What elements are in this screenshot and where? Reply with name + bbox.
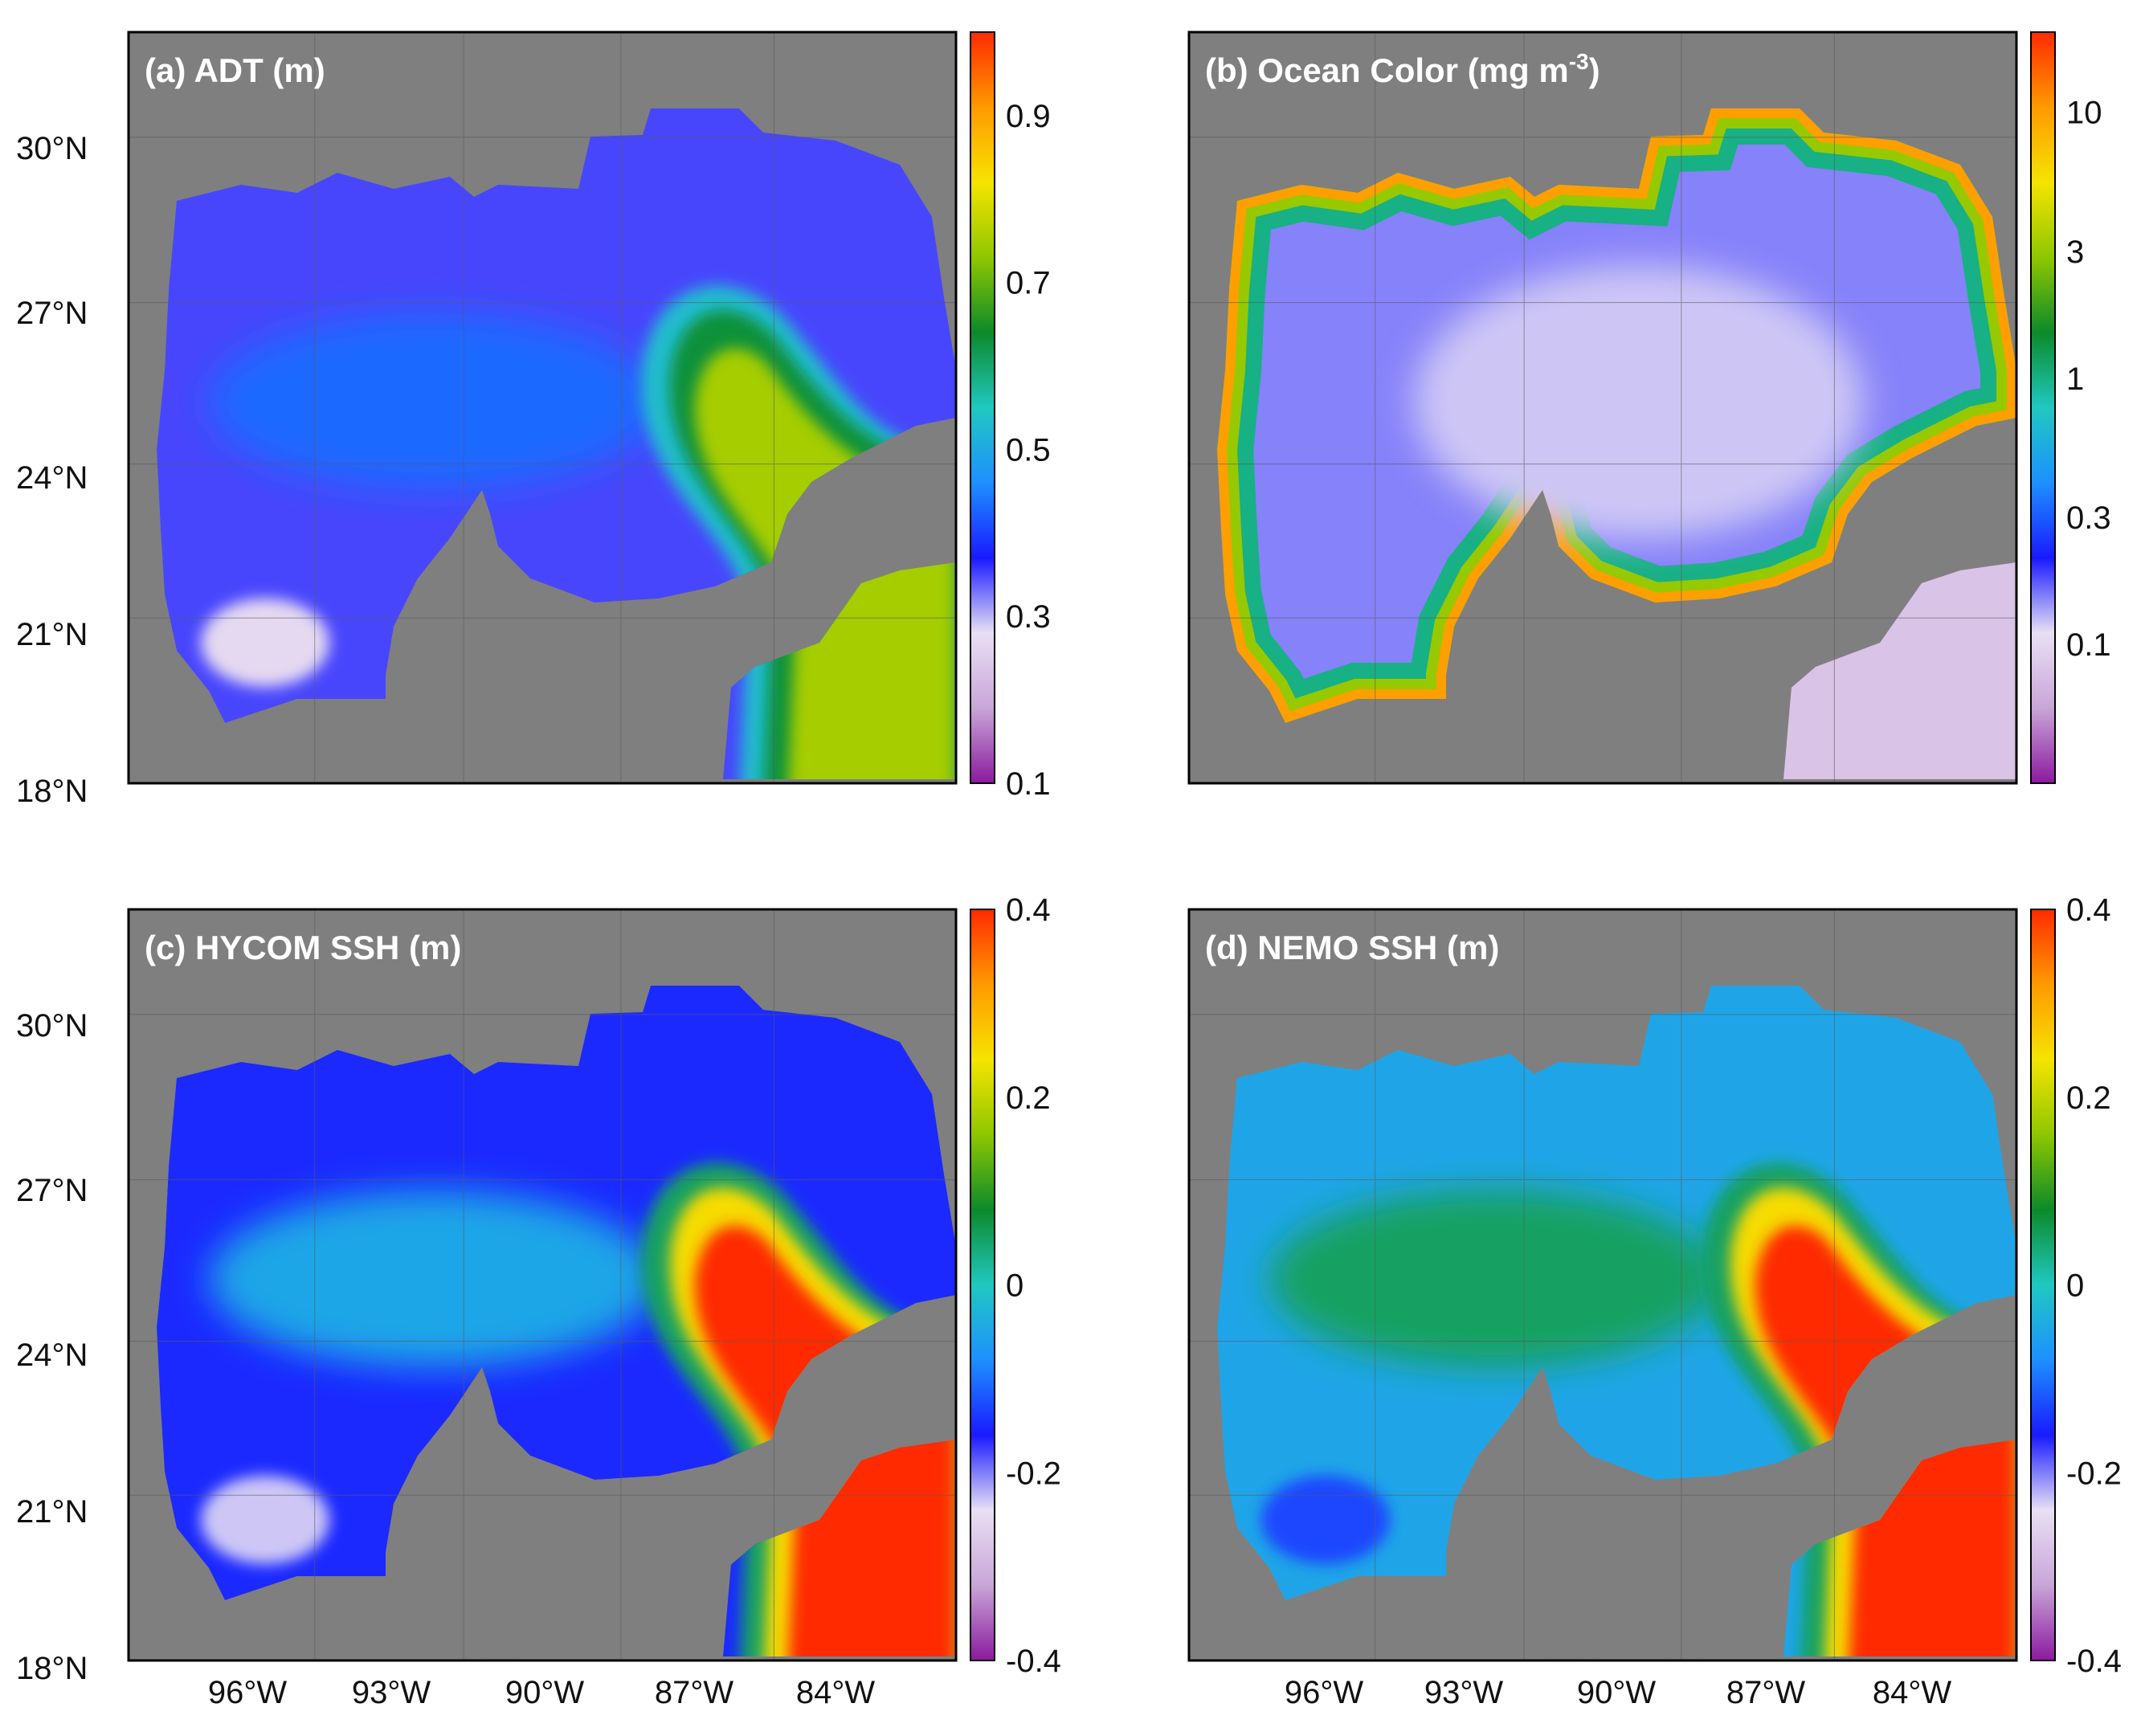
west-coast-land — [129, 217, 386, 783]
colorbar-bar — [2030, 31, 2056, 784]
colorbar-c: 0.4 0.2 0 -0.2 -0.4 — [970, 893, 1061, 1679]
cuba-land — [763, 538, 956, 619]
colorbar-tick-label: 0.2 — [2066, 1080, 2111, 1116]
panel-frame — [127, 908, 958, 1662]
western-eddy — [1269, 1191, 1719, 1367]
lon-label-96: 96°W — [208, 1675, 287, 1710]
north-coast-land — [129, 32, 956, 241]
lat-labels-top: 30°N 27°N 24°N 21°N 18°N — [16, 131, 88, 809]
lon-labels-right: 96°W 93°W 90°W 87°W 84°W — [1285, 1675, 1951, 1710]
panels: (a) ADT (m) (b) Ocean Color (mg m-3) (c) H… — [127, 31, 2018, 1662]
colorbar-tick-label: -0.2 — [1006, 1456, 1061, 1491]
colorbar-tick-label: 0.1 — [1006, 766, 1051, 802]
colorbar-bar — [970, 31, 995, 784]
west-coast-land — [129, 1094, 386, 1660]
panel-title: (d) NEMO SSH (m) — [1205, 929, 1499, 966]
colorbar-tick-label: -0.2 — [2066, 1456, 2122, 1491]
colorbar-bar — [2030, 909, 2056, 1661]
southwest-low — [201, 1476, 329, 1564]
cuba-land — [1824, 538, 2016, 619]
southwest-low — [1261, 1476, 1390, 1564]
lon-label-90: 90°W — [505, 1675, 584, 1710]
colorbar-tick-label: 0 — [1006, 1268, 1023, 1304]
panel-frame — [127, 31, 958, 785]
colorbar-tick-label: 10 — [2066, 96, 2102, 131]
map-panel-c: (c) HYCOM SSH (m) — [127, 908, 958, 1662]
lat-label-18: 18°N — [16, 774, 88, 809]
lat-label-30: 30°N — [16, 1008, 88, 1044]
lon-label-93: 93°W — [1424, 1675, 1503, 1710]
lon-label-87: 87°W — [1726, 1675, 1805, 1710]
colorbar-tick-label: 0.3 — [1006, 599, 1051, 635]
colorbar-d: 0.4 0.2 0 -0.2 -0.4 — [2030, 893, 2122, 1679]
map-panel-b: (b) Ocean Color (mg m-3) — [1187, 31, 2018, 785]
north-coast-land — [1189, 32, 2016, 241]
western-eddy — [209, 1191, 659, 1367]
lat-label-24: 24°N — [16, 1338, 88, 1373]
colorbar-tick-label: 0.1 — [2066, 627, 2111, 663]
lat-label-21: 21°N — [16, 617, 88, 652]
yucatan-land — [1446, 1367, 1800, 1660]
ocean-field — [157, 108, 956, 779]
lat-label-30: 30°N — [16, 131, 88, 166]
colorbar-tick-label: 0.5 — [1006, 432, 1051, 468]
lon-label-96: 96°W — [1285, 1675, 1363, 1710]
colorbar-a: 0.9 0.7 0.5 0.3 0.1 — [970, 31, 1051, 802]
colorbar-tick-label: 1 — [2066, 361, 2084, 397]
colorbar-tick-label: 0.7 — [1006, 266, 1051, 301]
title-end: ) — [1589, 51, 1600, 89]
lon-label-87: 87°W — [655, 1675, 733, 1710]
panel-frame — [1187, 908, 2018, 1662]
west-coast-land — [1189, 1094, 1446, 1660]
grid-lines — [129, 909, 956, 1660]
colorbar-b: 10 3 1 0.3 0.1 — [2030, 31, 2111, 784]
lat-label-24: 24°N — [16, 460, 88, 496]
title-superscript: -3 — [1569, 49, 1589, 74]
panel-frame — [1187, 31, 2018, 785]
panel-title: (c) HYCOM SSH (m) — [145, 929, 461, 966]
lat-label-21: 21°N — [16, 1494, 88, 1530]
cuba-land — [1824, 1415, 2016, 1496]
map-panel-d: (d) NEMO SSH (m) — [1187, 908, 2018, 1662]
north-coast-land — [129, 909, 956, 1118]
yucatan-land — [1446, 490, 1800, 783]
lon-labels-left: 96°W 93°W 90°W 87°W 84°W — [208, 1675, 875, 1710]
lat-label-27: 27°N — [16, 296, 88, 331]
colorbar-tick-label: 0.9 — [1006, 99, 1051, 134]
colorbar-tick-label: 0.4 — [1006, 893, 1051, 928]
grid-lines — [1189, 32, 2016, 783]
lon-label-90: 90°W — [1577, 1675, 1656, 1710]
grid-lines — [129, 32, 956, 783]
panel-title: (b) Ocean Color (mg m-3) — [1205, 49, 1600, 89]
colorbar-tick-label: 0 — [2066, 1268, 2084, 1304]
central-low — [1414, 265, 1864, 538]
cuba-land — [763, 1415, 956, 1496]
lat-labels-bottom: 30°N 27°N 24°N 21°N 18°N — [16, 1008, 88, 1686]
colorbar-tick-label: -0.4 — [2066, 1644, 2122, 1679]
lat-label-27: 27°N — [16, 1173, 88, 1208]
panel-title: (a) ADT (m) — [145, 51, 325, 89]
colorbar-bar — [970, 909, 995, 1661]
yucatan-land — [386, 1367, 739, 1660]
colorbar-tick-label: 3 — [2066, 235, 2084, 270]
southwest-low — [201, 598, 329, 687]
colorbar-tick-label: 0.3 — [2066, 500, 2111, 536]
map-panel-a: (a) ADT (m) — [127, 31, 958, 785]
western-eddy — [209, 313, 659, 490]
lon-label-84: 84°W — [796, 1675, 875, 1710]
colorbar-tick-label: 0.4 — [2066, 893, 2111, 928]
grid-lines — [1189, 909, 2016, 1660]
lat-label-18: 18°N — [16, 1651, 88, 1686]
yucatan-land — [386, 490, 739, 783]
north-coast-land — [1189, 909, 2016, 1118]
colorbar-tick-label: 0.2 — [1006, 1080, 1051, 1116]
lon-label-84: 84°W — [1873, 1675, 1951, 1710]
lon-label-93: 93°W — [352, 1675, 431, 1710]
colorbar-tick-label: -0.4 — [1006, 1644, 1061, 1679]
west-coast-land — [1189, 217, 1446, 783]
